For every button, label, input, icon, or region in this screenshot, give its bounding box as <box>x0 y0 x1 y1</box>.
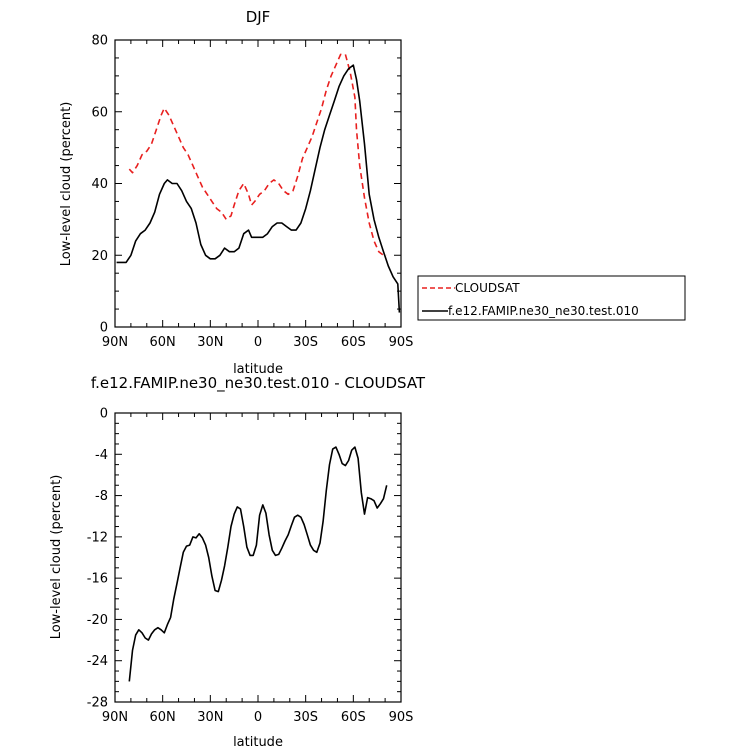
bottom-y-tick-label: -24 <box>87 654 108 669</box>
bottom-x-tick-label: 90N <box>102 710 128 725</box>
bottom-x-tick-label: 0 <box>254 710 262 725</box>
bottom-y-tick-label: 0 <box>100 407 108 422</box>
top-y-tick-label: 40 <box>91 177 108 192</box>
top-x-tick-label: 90S <box>389 335 414 350</box>
bottom-x-tick-label: 60S <box>341 710 366 725</box>
bottom-chart-title: f.e12.FAMIP.ne30_ne30.test.010 - CLOUDSA… <box>91 374 426 393</box>
bottom-y-tick-label: -16 <box>87 572 108 587</box>
bottom-x-axis-label: latitude <box>233 735 283 750</box>
top-series-cloudsat-line <box>128 53 387 257</box>
bottom-y-tick-label: -20 <box>87 613 108 628</box>
top-chart-title: DJF <box>246 8 271 26</box>
top-x-tick-label: 0 <box>254 335 262 350</box>
bottom-x-tick-label: 60N <box>150 710 176 725</box>
legend-label-cloudsat: CLOUDSAT <box>455 281 520 295</box>
top-x-tick-label: 30S <box>293 335 318 350</box>
top-x-tick-label: 60N <box>150 335 176 350</box>
bottom-x-tick-label: 30S <box>293 710 318 725</box>
top-y-tick-label: 0 <box>100 321 108 336</box>
bottom-y-tick-label: -4 <box>95 448 108 463</box>
top-x-axis-label: latitude <box>233 362 283 377</box>
top-y-tick-label: 20 <box>91 249 108 264</box>
top-plot-frame <box>114 39 402 328</box>
bottom-x-tick-label: 30N <box>197 710 223 725</box>
bottom-y-axis-label: Low-level cloud (percent) <box>49 475 64 640</box>
top-x-tick-label: 90N <box>102 335 128 350</box>
legend-label-model: f.e12.FAMIP.ne30_ne30.test.010 <box>448 304 639 318</box>
top-y-tick-label: 80 <box>91 34 108 49</box>
bottom-y-tick-label: -12 <box>87 530 108 545</box>
top-x-tick-label: 30N <box>197 335 223 350</box>
bottom-y-tick-label: -8 <box>95 489 108 504</box>
bottom-x-tick-label: 90S <box>389 710 414 725</box>
legend-box <box>417 275 686 321</box>
top-y-axis-label: Low-level cloud (percent) <box>59 102 74 267</box>
top-y-tick-label: 60 <box>91 105 108 120</box>
legend: CLOUDSAT f.e12.FAMIP.ne30_ne30.test.010 <box>417 275 686 321</box>
bottom-y-tick-label: -28 <box>87 696 108 711</box>
bottom-series-difference-line <box>128 446 388 682</box>
top-x-tick-label: 60S <box>341 335 366 350</box>
top-series-f-e12-famip-ne30-ne30-test-010-line <box>116 64 401 313</box>
